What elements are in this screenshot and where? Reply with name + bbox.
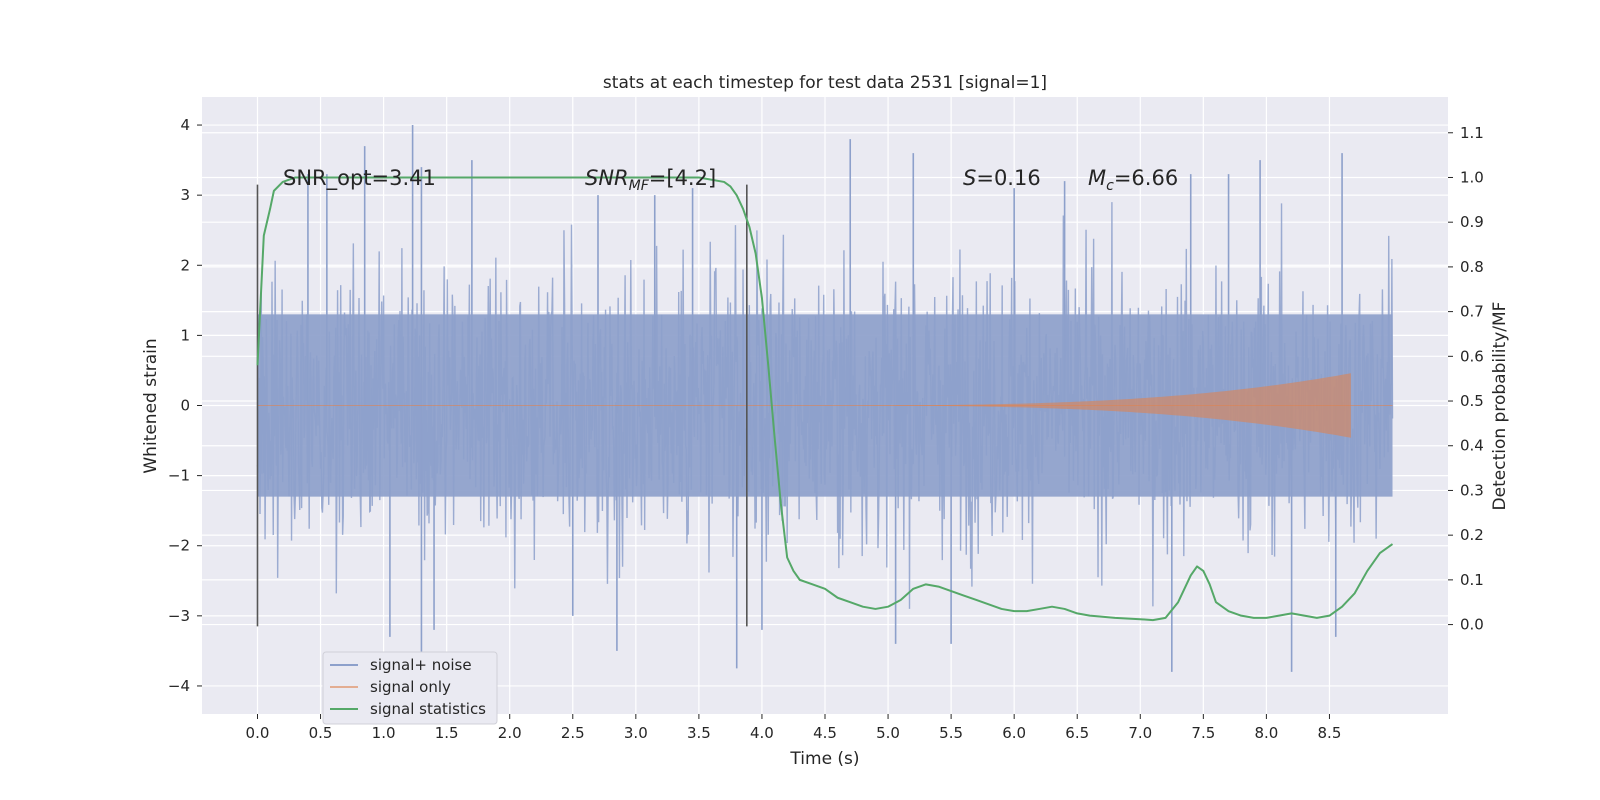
legend: signal+ noise signal only signal statist… <box>322 651 498 725</box>
legend-label-noise: signal+ noise <box>370 656 472 674</box>
x-axis-label: Time (s) <box>789 749 859 769</box>
y-right-tick-label: 0.9 <box>1460 213 1484 231</box>
y-tick-label: −2 <box>168 537 190 555</box>
vertical-markers <box>256 184 748 627</box>
annotation-mc-main: M <box>1088 166 1106 190</box>
x-tick-label: 4.5 <box>813 724 837 742</box>
x-tick-label: 0.0 <box>246 724 270 742</box>
y-right-tick-label: 0.5 <box>1460 392 1484 410</box>
y-tick-label: −3 <box>168 607 190 625</box>
x-tick-label: 5.5 <box>939 724 963 742</box>
signal-series <box>257 373 1393 438</box>
y-tick-label: 2 <box>180 256 190 274</box>
y-right-axis-label: Detection probability/MF <box>1490 302 1510 511</box>
y-right-tick-label: 1.0 <box>1460 168 1484 186</box>
x-tick-label: 7.5 <box>1191 724 1215 742</box>
statistics-line <box>256 176 1394 622</box>
y-right-tick-label: 0.4 <box>1460 437 1484 455</box>
annotation-s-rest: =0.16 <box>976 166 1040 190</box>
y-axis-ticks: 4 3 2 1 0 −1 −2 −3 −4 <box>168 116 202 695</box>
annotation-s: S=0.16 <box>963 166 1041 190</box>
y-tick-label: −4 <box>168 677 190 695</box>
annotation-snr-mf-sub: MF <box>629 178 650 194</box>
annotation-s-main: S <box>963 166 976 190</box>
y-right-tick-label: 0.2 <box>1460 526 1484 544</box>
x-tick-label: 3.5 <box>687 724 711 742</box>
y-right-axis-ticks: 1.1 1.0 0.9 0.8 0.7 0.6 0.5 0.4 0.3 0.2 0.1 0.0 <box>1448 124 1484 634</box>
x-tick-label: 2.5 <box>561 724 585 742</box>
statistics-series <box>256 176 1394 622</box>
y-right-tick-label: 0.0 <box>1460 616 1484 634</box>
y-tick-label: 4 <box>180 116 190 134</box>
annotation-mc: Mc=6.66 <box>1088 166 1178 194</box>
x-tick-label: 2.0 <box>498 724 522 742</box>
y-axis-label: Whitened strain <box>141 338 161 473</box>
x-tick-label: 3.0 <box>624 724 648 742</box>
legend-label-signal: signal only <box>370 678 451 696</box>
annotation-snr-opt: SNR_opt=3.41 <box>283 166 436 191</box>
y-tick-label: 3 <box>180 186 190 204</box>
y-right-tick-label: 0.6 <box>1460 347 1484 365</box>
y-tick-label: 1 <box>180 326 190 344</box>
y-right-tick-label: 0.3 <box>1460 481 1484 499</box>
annotation-mc-rest: =6.66 <box>1114 166 1178 190</box>
y-right-tick-label: 0.1 <box>1460 571 1484 589</box>
x-tick-label: 7.0 <box>1128 724 1152 742</box>
x-tick-label: 0.5 <box>309 724 333 742</box>
x-tick-label: 1.5 <box>435 724 459 742</box>
annotation-snr-mf: SNRMF=[4.2] <box>585 166 716 194</box>
legend-label-stat: signal statistics <box>370 700 486 718</box>
y-right-tick-label: 0.8 <box>1460 258 1484 276</box>
annotation-snr-mf-rest: =[4.2] <box>649 166 716 190</box>
x-tick-label: 6.0 <box>1002 724 1026 742</box>
x-axis-ticks: 0.0 0.5 1.0 1.5 2.0 2.5 3.0 3.5 4.0 4.5 5.0 5.5 6.0 6… <box>246 714 1342 742</box>
x-tick-label: 5.0 <box>876 724 900 742</box>
x-tick-label: 8.0 <box>1254 724 1278 742</box>
x-tick-label: 1.0 <box>372 724 396 742</box>
y-tick-label: 0 <box>180 397 190 415</box>
y-tick-label: −1 <box>168 467 190 485</box>
y-right-tick-label: 0.7 <box>1460 303 1484 321</box>
annotation-mc-sub: c <box>1106 178 1114 194</box>
legend-frame <box>322 651 498 725</box>
y-right-tick-label: 1.1 <box>1460 124 1484 142</box>
annotation-snr-mf-main: SNR <box>585 166 629 190</box>
chart-title: stats at each timestep for test data 253… <box>603 73 1047 93</box>
x-tick-label: 4.0 <box>750 724 774 742</box>
x-tick-label: 6.5 <box>1065 724 1089 742</box>
x-tick-label: 8.5 <box>1318 724 1342 742</box>
